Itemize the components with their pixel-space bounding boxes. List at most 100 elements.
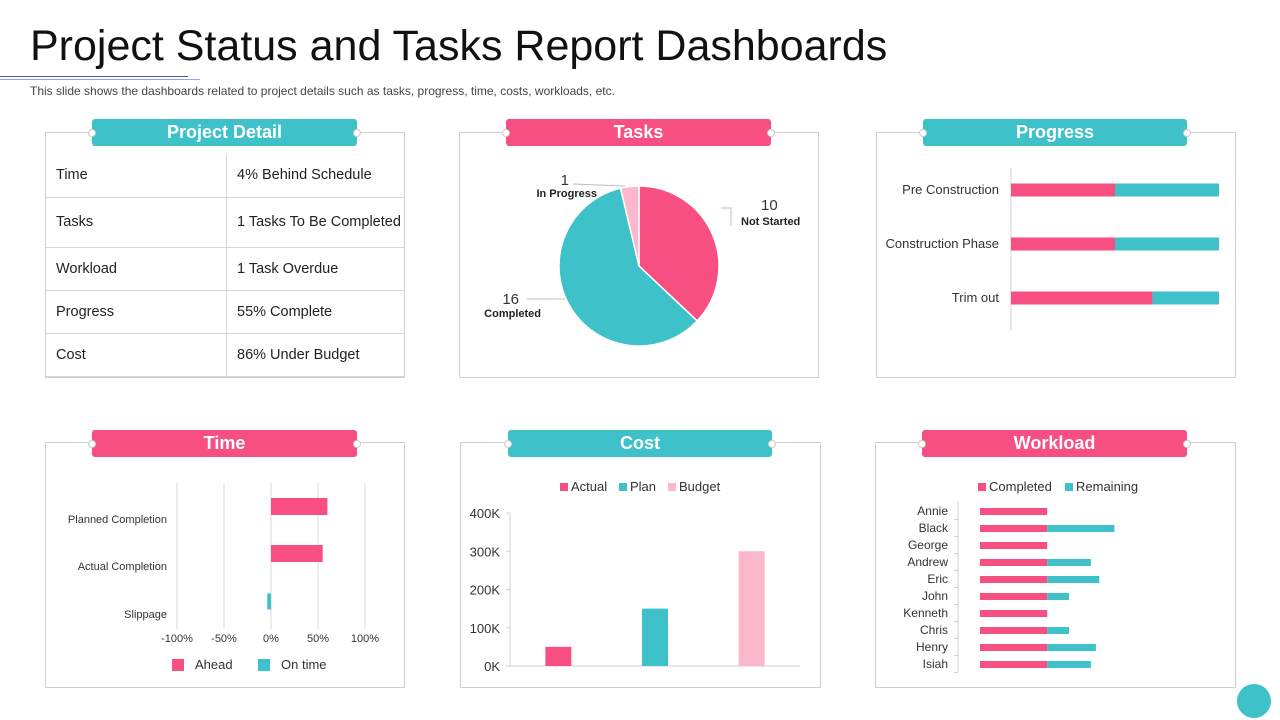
cost-y-tick-label: 300K bbox=[470, 544, 501, 559]
workload-bar-chart: Annie Black George Andrew Eric John Kenneth Chr… bbox=[903, 479, 1138, 673]
legend-swatch bbox=[258, 659, 270, 671]
cost-y-tick-label: 200K bbox=[470, 583, 501, 598]
time-tick-label: 100% bbox=[351, 633, 379, 645]
legend-label: Plan bbox=[630, 479, 656, 494]
workload-bar-completed bbox=[980, 610, 1048, 617]
header-dot-right bbox=[768, 440, 776, 448]
time-tick-label: -50% bbox=[211, 633, 237, 645]
title-underline-accent bbox=[0, 79, 200, 80]
cost-bar-budget bbox=[738, 551, 765, 666]
progress-category-label: Trim out bbox=[952, 290, 1000, 305]
legend-label: Completed bbox=[989, 479, 1052, 494]
legend-label: Ahead bbox=[195, 657, 233, 672]
workload-bar-remaining bbox=[1047, 576, 1100, 583]
workload-bar-remaining bbox=[1047, 627, 1070, 634]
time-tick-label: -100% bbox=[161, 633, 193, 645]
workload-category-label: John bbox=[922, 589, 948, 603]
legend-swatch bbox=[619, 483, 627, 491]
header-dot-right bbox=[1183, 129, 1191, 137]
row-key: Tasks bbox=[46, 197, 227, 248]
time-bar bbox=[271, 498, 328, 515]
tasks-title: Tasks bbox=[613, 122, 664, 142]
legend-label: Budget bbox=[679, 479, 721, 494]
table-row: Workload 1 Task Overdue bbox=[46, 247, 405, 291]
table-row: Time 4% Behind Schedule bbox=[46, 154, 405, 198]
row-key: Workload bbox=[46, 247, 227, 291]
time-category-label: Slippage bbox=[124, 609, 167, 621]
progress-bar-chart: Pre Construction Construction Phase Trim o… bbox=[886, 168, 1219, 331]
header-dot-left bbox=[504, 440, 512, 448]
row-key: Cost bbox=[46, 333, 227, 377]
row-value: 1 Tasks To Be Completed bbox=[226, 197, 405, 248]
pie-value-label: 10 bbox=[761, 197, 778, 214]
progress-bar-remaining bbox=[1115, 183, 1219, 197]
corner-decoration bbox=[1237, 684, 1271, 718]
header-dot-left bbox=[88, 129, 96, 137]
workload-bar-completed bbox=[980, 593, 1048, 600]
page-title: Project Status and Tasks Report Dashboar… bbox=[30, 22, 888, 70]
pie-value-label: 1 bbox=[561, 172, 569, 189]
legend-swatch bbox=[668, 483, 676, 491]
workload-bar-completed bbox=[980, 661, 1048, 668]
pie-slice bbox=[638, 185, 720, 322]
time-header: Time bbox=[88, 430, 361, 457]
pie-value-label: 16 bbox=[502, 291, 519, 308]
tasks-header: Tasks bbox=[502, 119, 775, 146]
time-category-label: Actual Completion bbox=[78, 561, 167, 573]
progress-panel bbox=[876, 132, 1236, 378]
legend-swatch bbox=[1065, 483, 1073, 491]
row-key: Time bbox=[46, 154, 227, 198]
progress-bar-completed bbox=[1011, 291, 1153, 305]
time-bar bbox=[267, 593, 271, 610]
workload-category-label: Chris bbox=[920, 623, 948, 637]
progress-category-label: Construction Phase bbox=[886, 236, 999, 251]
cost-bar-plan bbox=[642, 608, 668, 666]
project-detail-table: Time 4% Behind Schedule Tasks 1 Tasks To… bbox=[46, 154, 405, 377]
header-dot-left bbox=[919, 129, 927, 137]
progress-bar-completed bbox=[1011, 183, 1115, 197]
workload-category-label: Eric bbox=[927, 572, 948, 586]
workload-title: Workload bbox=[1013, 433, 1096, 453]
workload-bar-remaining bbox=[1047, 593, 1070, 600]
progress-bar-remaining bbox=[1115, 237, 1219, 251]
workload-category-label: Henry bbox=[916, 640, 948, 654]
progress-category-label: Pre Construction bbox=[902, 182, 999, 197]
pie-category-label: Not Started bbox=[741, 216, 800, 228]
workload-bar-completed bbox=[980, 508, 1048, 515]
cost-title: Cost bbox=[620, 433, 660, 453]
workload-bar-completed bbox=[980, 542, 1048, 549]
project-detail-title: Project Detail bbox=[166, 122, 283, 142]
table-row: Cost 86% Under Budget bbox=[46, 333, 405, 377]
time-bar-chart: -100% -50% 0% 50% 100% Planned Completion Actu… bbox=[68, 483, 379, 672]
project-detail-header: Project Detail bbox=[88, 119, 361, 146]
workload-header: Workload bbox=[918, 430, 1191, 457]
workload-category-label: Annie bbox=[917, 504, 948, 518]
row-key: Progress bbox=[46, 290, 227, 334]
row-value: 86% Under Budget bbox=[226, 333, 405, 377]
progress-header: Progress bbox=[919, 119, 1191, 146]
workload-bar-completed bbox=[980, 559, 1048, 566]
header-dot-right bbox=[767, 129, 775, 137]
time-tick-label: 0% bbox=[263, 633, 279, 645]
cost-y-tick-label: 400K bbox=[470, 506, 501, 521]
legend-swatch bbox=[172, 659, 184, 671]
pie-category-label: In Progress bbox=[536, 188, 597, 200]
row-value: 55% Complete bbox=[226, 290, 405, 334]
workload-category-label: Black bbox=[919, 521, 949, 535]
workload-category-label: Kenneth bbox=[903, 606, 948, 620]
page-subtitle: This slide shows the dashboards related … bbox=[30, 84, 615, 98]
workload-category-label: Isiah bbox=[923, 657, 948, 671]
pie-leader-line bbox=[721, 207, 732, 226]
workload-category-label: George bbox=[908, 538, 948, 552]
workload-category-label: Andrew bbox=[907, 555, 948, 569]
workload-bar-remaining bbox=[1047, 644, 1096, 651]
legend-label: On time bbox=[281, 657, 327, 672]
time-title: Time bbox=[203, 433, 246, 453]
workload-bar-remaining bbox=[1047, 661, 1091, 668]
time-category-label: Planned Completion bbox=[68, 514, 167, 526]
legend-swatch bbox=[978, 483, 986, 491]
time-bar bbox=[271, 545, 323, 562]
row-value: 1 Task Overdue bbox=[226, 247, 405, 291]
row-value: 4% Behind Schedule bbox=[226, 154, 405, 198]
table-row: Progress 55% Complete bbox=[46, 290, 405, 334]
